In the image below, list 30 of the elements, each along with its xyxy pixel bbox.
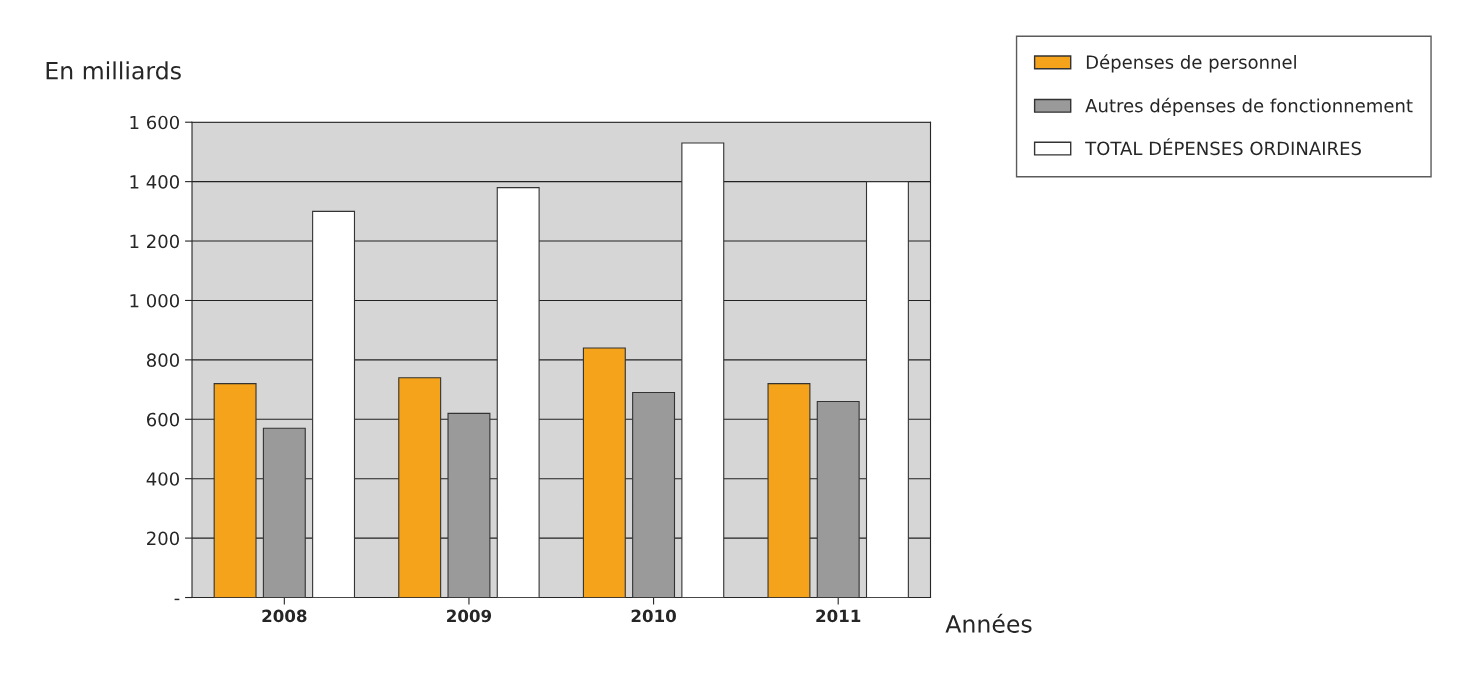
bar (312, 210, 356, 598)
y-tick-label: 1 200 (130, 234, 180, 249)
legend-label: Autres dépenses de fonctionnement (1085, 97, 1413, 116)
x-tick-label: 2008 (262, 609, 307, 623)
x-tick-label: 2010 (631, 609, 676, 623)
bar (816, 400, 860, 598)
x-tick-label: 2011 (816, 609, 861, 623)
bar (496, 187, 540, 598)
legend-label: Dépenses de personnel (1086, 54, 1296, 73)
y-tick-label: - (174, 598, 180, 601)
bar (447, 412, 491, 598)
y-tick-label: 200 (147, 531, 179, 546)
y-tick-label: 1 600 (130, 115, 180, 130)
x-tick-label: 2009 (447, 609, 492, 623)
bar (582, 347, 626, 598)
y-tick-label: 400 (146, 472, 179, 486)
y-tick-label: 600 (147, 412, 179, 427)
bar (681, 142, 725, 598)
y-tick-label: 1 400 (130, 175, 180, 189)
bar (767, 383, 811, 598)
x-axis-title: Années (945, 613, 1032, 633)
bar (398, 377, 442, 598)
y-tick-label: 800 (146, 353, 179, 367)
y-tick-label: 1 000 (130, 293, 180, 308)
bar (865, 181, 909, 598)
bar (262, 427, 306, 598)
legend-label: TOTAL DÉPENSES ORDINAIRES (1085, 138, 1361, 156)
bar (213, 383, 257, 598)
bar (632, 391, 676, 598)
y-axis-title: En milliards (46, 61, 181, 80)
